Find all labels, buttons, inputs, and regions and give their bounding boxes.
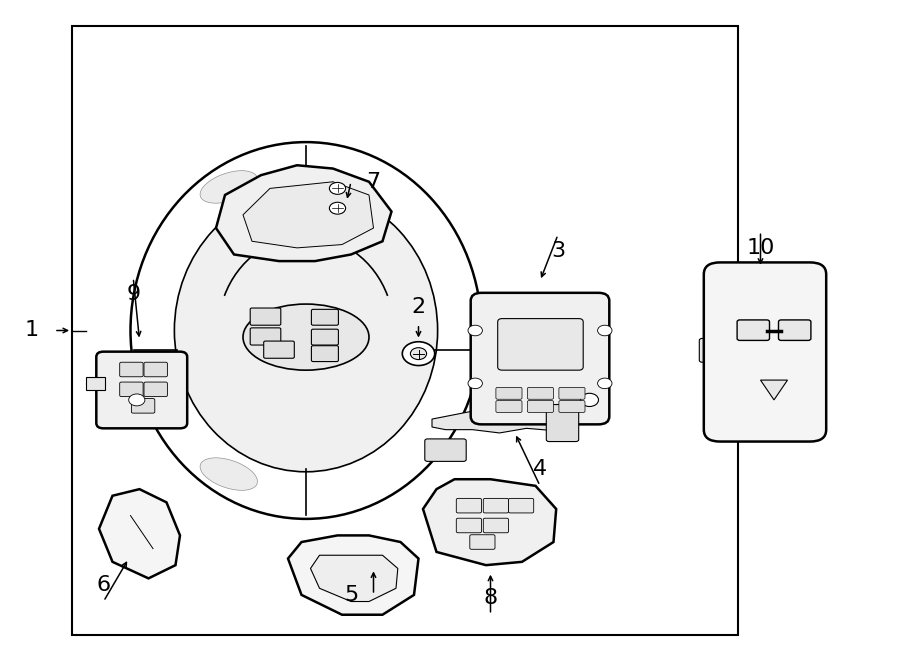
Text: 1: 1	[24, 321, 39, 340]
FancyBboxPatch shape	[4, 3, 896, 658]
Text: 7: 7	[366, 172, 381, 192]
FancyBboxPatch shape	[496, 401, 522, 412]
FancyBboxPatch shape	[546, 405, 579, 442]
Text: 3: 3	[551, 241, 565, 261]
Text: 9: 9	[126, 284, 140, 304]
Text: 4: 4	[533, 459, 547, 479]
Circle shape	[129, 394, 145, 406]
Ellipse shape	[200, 171, 257, 203]
Circle shape	[410, 348, 427, 360]
Text: 8: 8	[483, 588, 498, 608]
FancyBboxPatch shape	[120, 382, 143, 397]
Text: 2: 2	[411, 297, 426, 317]
Polygon shape	[216, 165, 392, 261]
FancyBboxPatch shape	[699, 338, 725, 362]
FancyBboxPatch shape	[311, 309, 338, 325]
FancyBboxPatch shape	[471, 293, 609, 424]
Bar	[86, 377, 105, 390]
Circle shape	[468, 325, 482, 336]
Text: 5: 5	[344, 585, 358, 605]
FancyBboxPatch shape	[250, 328, 281, 345]
Polygon shape	[310, 555, 398, 602]
FancyBboxPatch shape	[144, 362, 167, 377]
FancyBboxPatch shape	[527, 401, 554, 412]
FancyBboxPatch shape	[498, 319, 583, 370]
FancyBboxPatch shape	[311, 346, 338, 362]
Circle shape	[329, 202, 346, 214]
Polygon shape	[432, 411, 567, 433]
FancyBboxPatch shape	[470, 535, 495, 549]
FancyBboxPatch shape	[483, 518, 508, 533]
Circle shape	[598, 378, 612, 389]
Circle shape	[598, 325, 612, 336]
Text: 10: 10	[746, 238, 775, 258]
FancyBboxPatch shape	[508, 498, 534, 513]
FancyBboxPatch shape	[425, 439, 466, 461]
FancyBboxPatch shape	[96, 352, 187, 428]
Circle shape	[402, 342, 435, 366]
Polygon shape	[288, 535, 418, 615]
Bar	[72, 26, 738, 635]
Polygon shape	[760, 380, 788, 400]
Circle shape	[329, 182, 346, 194]
FancyBboxPatch shape	[264, 341, 294, 358]
FancyBboxPatch shape	[559, 387, 585, 399]
FancyBboxPatch shape	[778, 320, 811, 340]
Circle shape	[468, 378, 482, 389]
FancyBboxPatch shape	[559, 401, 585, 412]
Ellipse shape	[243, 304, 369, 370]
FancyBboxPatch shape	[120, 362, 143, 377]
FancyBboxPatch shape	[483, 498, 508, 513]
Ellipse shape	[200, 458, 257, 490]
Polygon shape	[423, 479, 556, 565]
FancyBboxPatch shape	[456, 518, 482, 533]
FancyBboxPatch shape	[311, 329, 338, 345]
Polygon shape	[99, 489, 180, 578]
FancyBboxPatch shape	[250, 308, 281, 325]
FancyBboxPatch shape	[527, 387, 554, 399]
FancyBboxPatch shape	[704, 262, 826, 442]
FancyBboxPatch shape	[737, 320, 769, 340]
Text: 6: 6	[96, 575, 111, 595]
FancyBboxPatch shape	[144, 382, 167, 397]
Ellipse shape	[175, 189, 437, 472]
Circle shape	[580, 393, 598, 407]
FancyBboxPatch shape	[131, 399, 155, 413]
Ellipse shape	[130, 142, 482, 519]
FancyBboxPatch shape	[496, 387, 522, 399]
Polygon shape	[243, 182, 374, 248]
FancyBboxPatch shape	[456, 498, 482, 513]
